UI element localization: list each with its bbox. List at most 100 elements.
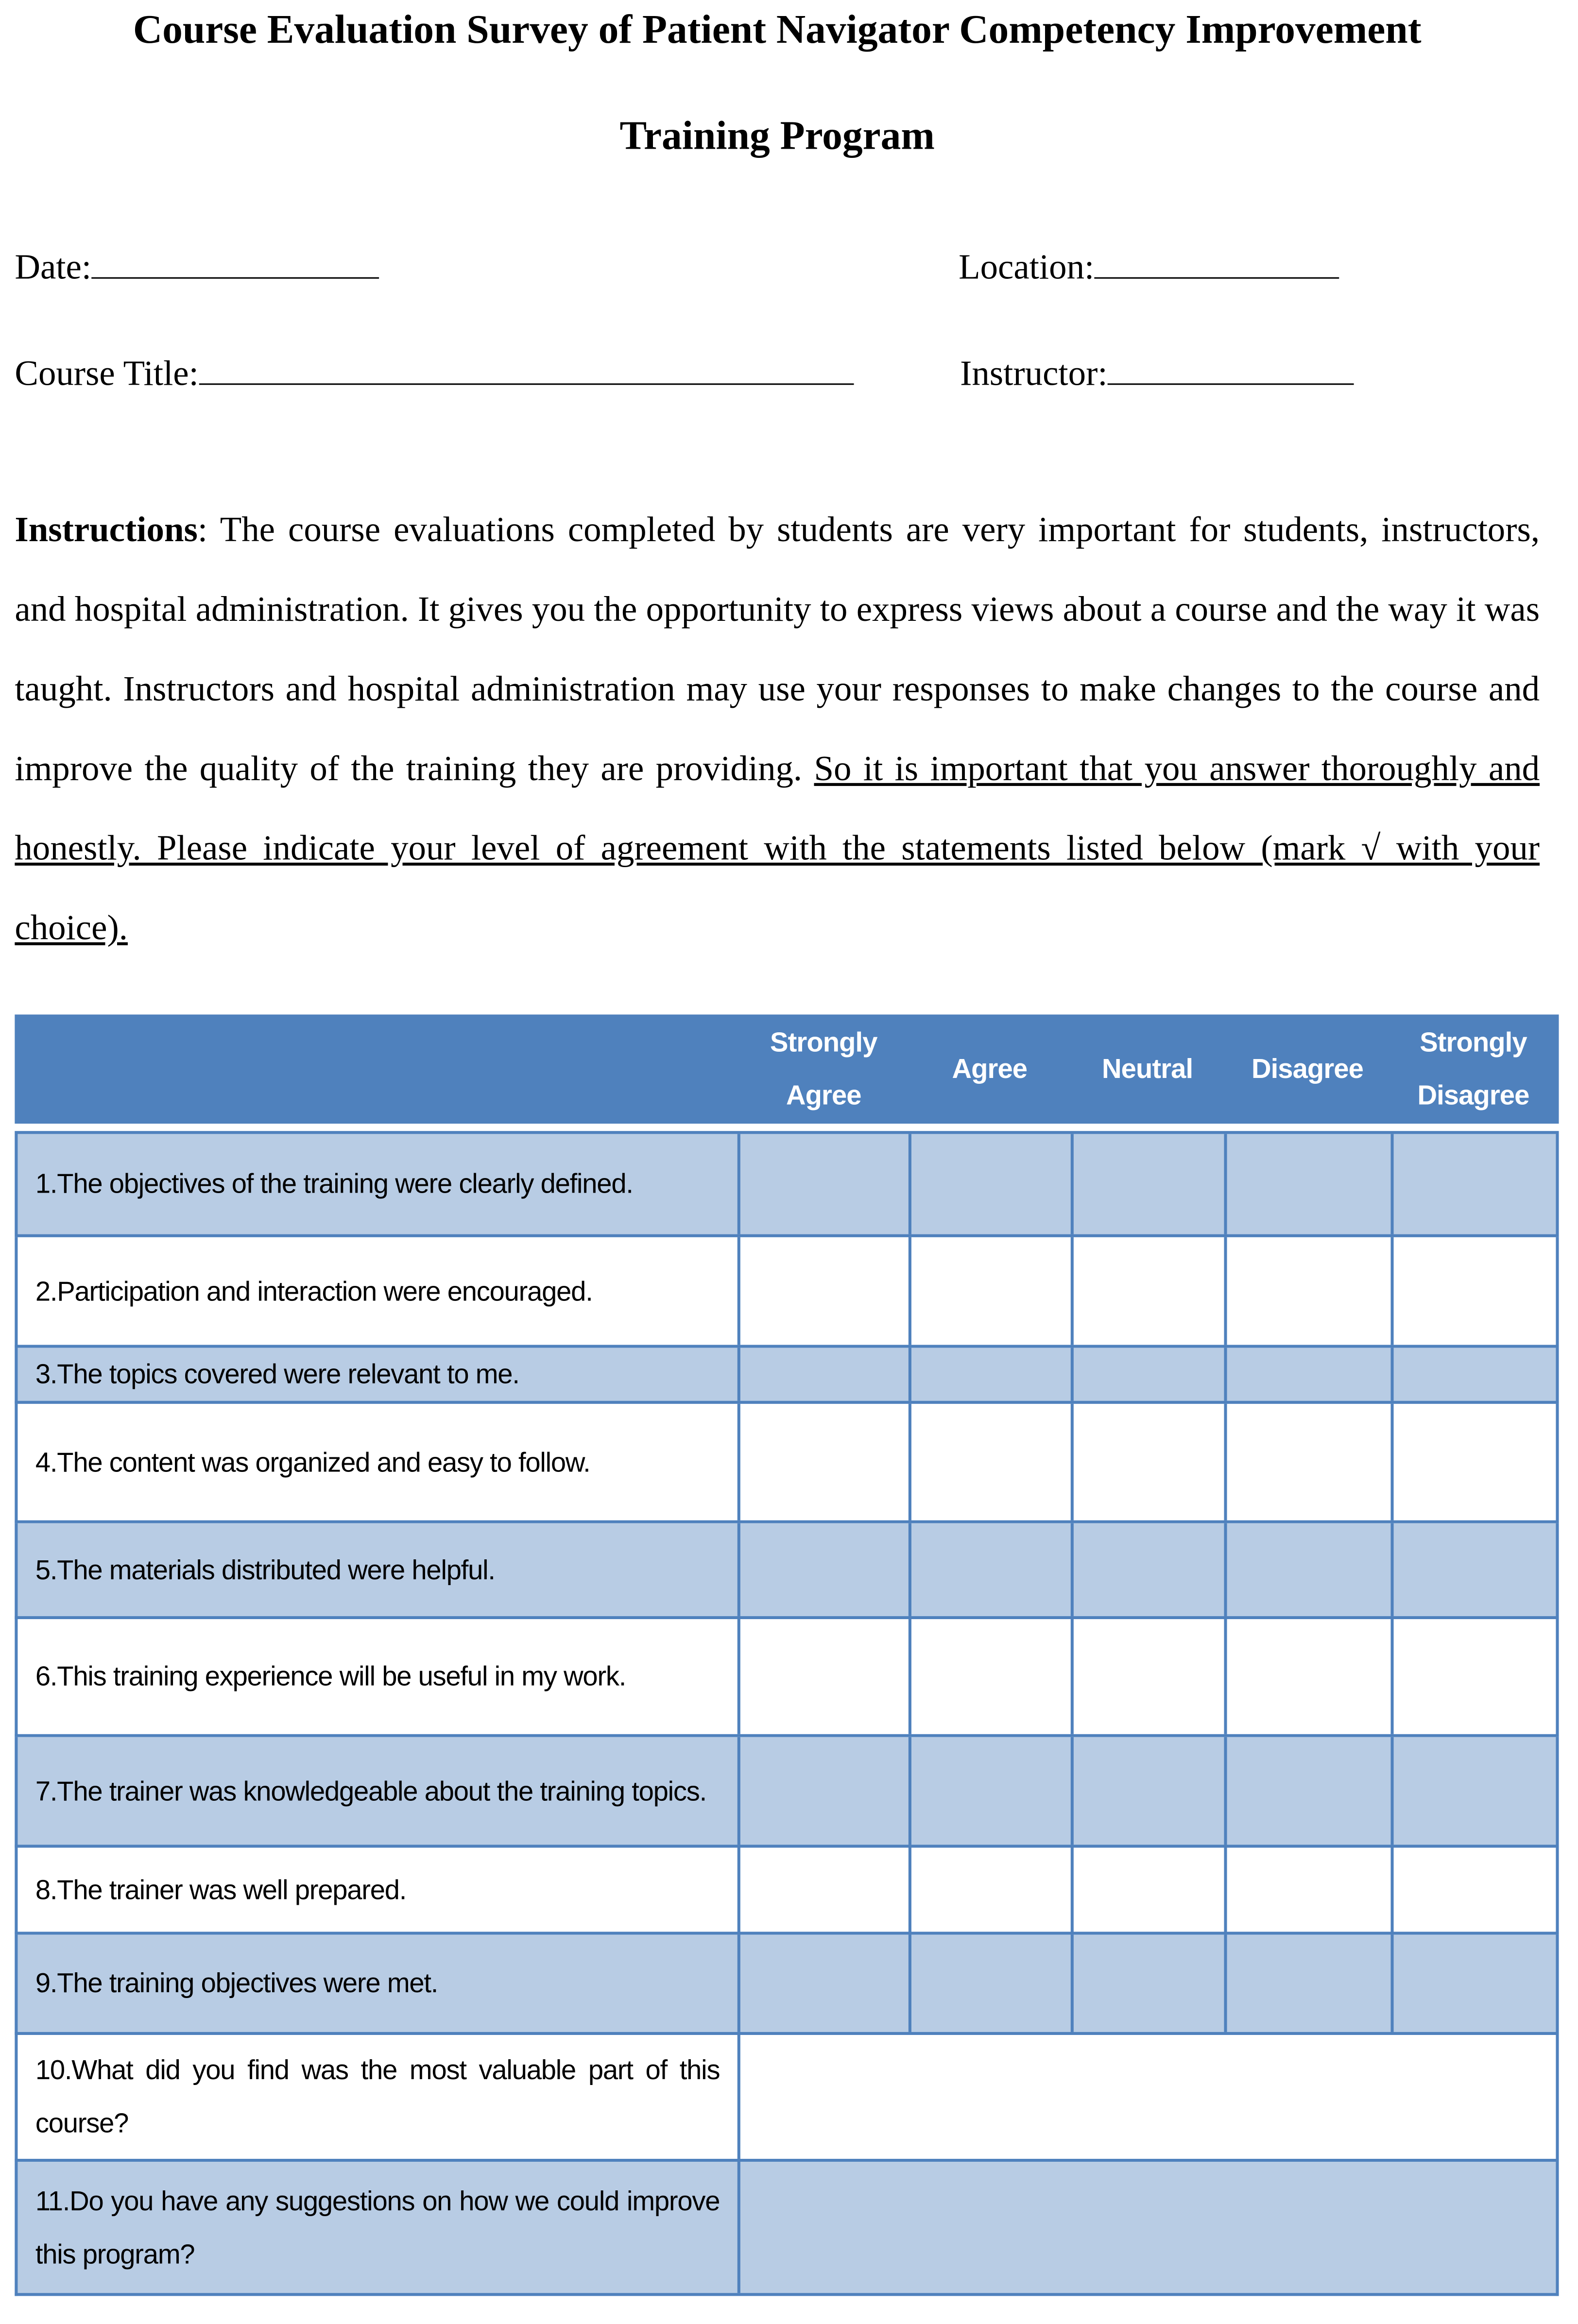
- open-answer-cell[interactable]: [740, 2162, 1556, 2293]
- course-title-blank[interactable]: [198, 354, 854, 385]
- answer-cell-strongly-agree[interactable]: [740, 1348, 911, 1401]
- question-cell: 8.The trainer was well prepared.: [17, 1847, 740, 1932]
- col-strongly-disagree: Strongly Disagree: [1417, 1026, 1529, 1111]
- table-row: 11.Do you have any suggestions on how we…: [15, 2162, 1559, 2296]
- date-blank[interactable]: [91, 248, 379, 279]
- answer-cell-disagree[interactable]: [1227, 1403, 1394, 1521]
- answer-cell-strongly-disagree[interactable]: [1394, 1935, 1559, 2032]
- question-text: 1.The objectives of the training were cl…: [35, 1168, 634, 1199]
- col-strongly-agree: Strongly Agree: [770, 1026, 877, 1111]
- question-cell: 2.Participation and interaction were enc…: [17, 1237, 740, 1345]
- question-cell: 7.The trainer was knowledgeable about th…: [17, 1737, 740, 1845]
- answer-cell-neutral[interactable]: [1074, 1403, 1227, 1521]
- table-row: 10.What did you find was the most valuab…: [15, 2034, 1559, 2162]
- answer-cell-neutral[interactable]: [1074, 1348, 1227, 1401]
- title-line-2: Training Program: [619, 112, 935, 158]
- answer-cell-agree[interactable]: [911, 1934, 1074, 2032]
- answer-cell-neutral[interactable]: [1074, 1619, 1227, 1734]
- answer-cell-disagree[interactable]: [1227, 1619, 1394, 1734]
- answer-cell-strongly-disagree[interactable]: [1394, 1523, 1559, 1616]
- table-row: 2.Participation and interaction were enc…: [15, 1237, 1559, 1348]
- answer-cell-agree[interactable]: [911, 1348, 1074, 1401]
- table-row: 1.The objectives of the training were cl…: [15, 1131, 1559, 1237]
- answer-cell-strongly-agree[interactable]: [740, 1523, 911, 1616]
- answer-cell-strongly-disagree[interactable]: [1394, 1348, 1559, 1401]
- answer-cell-strongly-agree[interactable]: [740, 1737, 911, 1845]
- open-answer-cell[interactable]: [740, 2035, 1556, 2159]
- answer-cell-strongly-disagree[interactable]: [1394, 1619, 1559, 1734]
- evaluation-table: Strongly Agree Agree Neutral Disagree St…: [15, 1014, 1559, 2297]
- answer-cell-disagree[interactable]: [1227, 1523, 1394, 1616]
- instructor-label: Instructor:: [960, 355, 1108, 394]
- answer-cell-strongly-disagree[interactable]: [1394, 1737, 1559, 1845]
- answer-cell-agree[interactable]: [911, 1847, 1074, 1932]
- question-cell: 4.The content was organized and easy to …: [17, 1403, 740, 1521]
- answer-cell-agree[interactable]: [911, 1134, 1074, 1234]
- answer-cell-agree[interactable]: [911, 1237, 1074, 1345]
- answer-cell-disagree[interactable]: [1227, 1737, 1394, 1845]
- answer-cell-neutral[interactable]: [1074, 1737, 1227, 1845]
- answer-cell-strongly-agree[interactable]: [740, 1134, 911, 1234]
- answer-cell-strongly-disagree[interactable]: [1394, 1847, 1559, 1931]
- table-row: 3.The topics covered were relevant to me…: [15, 1348, 1559, 1404]
- answer-cell-disagree[interactable]: [1227, 1934, 1394, 2032]
- instructions-emphasis: So it is important that you answer thoro…: [15, 751, 1540, 948]
- date-field[interactable]: Date:: [15, 248, 379, 289]
- question-text: 6.This training experience will be usefu…: [35, 1660, 627, 1692]
- answer-cell-disagree[interactable]: [1227, 1348, 1394, 1401]
- course-title-label: Course Title:: [15, 355, 199, 394]
- question-cell: 6.This training experience will be usefu…: [17, 1619, 740, 1734]
- answer-cell-neutral[interactable]: [1074, 1934, 1227, 2032]
- answer-cell-agree[interactable]: [911, 1403, 1074, 1521]
- date-label: Date:: [15, 249, 92, 288]
- question-text: 11.Do you have any suggestions on how we…: [35, 2185, 720, 2269]
- table-row: 7.The trainer was knowledgeable about th…: [15, 1737, 1559, 1848]
- course-title-field[interactable]: Course Title:: [15, 354, 854, 395]
- answer-cell-disagree[interactable]: [1227, 1134, 1394, 1234]
- col-agree: Agree: [952, 1053, 1028, 1084]
- answer-cell-strongly-agree[interactable]: [740, 1237, 911, 1345]
- table-row: 9.The training objectives were met.: [15, 1934, 1559, 2035]
- answer-cell-strongly-disagree[interactable]: [1394, 1134, 1559, 1234]
- answer-cell-agree[interactable]: [911, 1737, 1074, 1845]
- answer-cell-agree[interactable]: [911, 1619, 1074, 1734]
- table-row: 8.The trainer was well prepared.: [15, 1847, 1559, 1935]
- answer-cell-neutral[interactable]: [1074, 1523, 1227, 1616]
- answer-cell-disagree[interactable]: [1227, 1237, 1394, 1345]
- question-text: 2.Participation and interaction were enc…: [35, 1275, 593, 1306]
- question-text: 5.The materials distributed were helpful…: [35, 1553, 496, 1585]
- col-disagree: Disagree: [1251, 1053, 1364, 1084]
- question-text: 4.The content was organized and easy to …: [35, 1446, 591, 1477]
- answer-cell-strongly-agree[interactable]: [740, 1847, 911, 1932]
- question-text: 7.The trainer was knowledgeable about th…: [35, 1775, 707, 1806]
- location-field[interactable]: Location:: [959, 248, 1339, 289]
- table-row: 6.This training experience will be usefu…: [15, 1619, 1559, 1737]
- question-text: 8.The trainer was well prepared.: [35, 1873, 407, 1905]
- title-line-1: Course Evaluation Survey of Patient Navi…: [133, 6, 1422, 52]
- answer-cell-agree[interactable]: [911, 1523, 1074, 1616]
- table-row: 4.The content was organized and easy to …: [15, 1403, 1559, 1523]
- answer-cell-strongly-agree[interactable]: [740, 1619, 911, 1734]
- question-cell: 10.What did you find was the most valuab…: [17, 2034, 740, 2159]
- answer-cell-strongly-agree[interactable]: [740, 1934, 911, 2032]
- question-cell: 3.The topics covered were relevant to me…: [17, 1348, 740, 1401]
- col-neutral: Neutral: [1102, 1053, 1193, 1084]
- answer-cell-neutral[interactable]: [1074, 1237, 1227, 1345]
- answer-cell-strongly-disagree[interactable]: [1394, 1404, 1559, 1521]
- question-text: 10.What did you find was the most valuab…: [35, 2054, 720, 2138]
- location-blank[interactable]: [1094, 248, 1339, 279]
- instructions-label: Instructions: [15, 512, 198, 550]
- answer-cell-strongly-disagree[interactable]: [1394, 1237, 1559, 1345]
- question-cell: 5.The materials distributed were helpful…: [17, 1523, 740, 1616]
- location-label: Location:: [959, 249, 1095, 288]
- answer-cell-neutral[interactable]: [1074, 1134, 1227, 1234]
- instructions-text: : The course evaluations completed by st…: [15, 512, 1540, 789]
- answer-cell-disagree[interactable]: [1227, 1847, 1394, 1932]
- question-text: 3.The topics covered were relevant to me…: [35, 1358, 520, 1389]
- instructor-field[interactable]: Instructor:: [960, 354, 1354, 395]
- answer-cell-neutral[interactable]: [1074, 1847, 1227, 1932]
- instructions-paragraph: Instructions: The course evaluations com…: [15, 491, 1540, 969]
- instructor-blank[interactable]: [1107, 354, 1354, 385]
- answer-cell-strongly-agree[interactable]: [740, 1403, 911, 1521]
